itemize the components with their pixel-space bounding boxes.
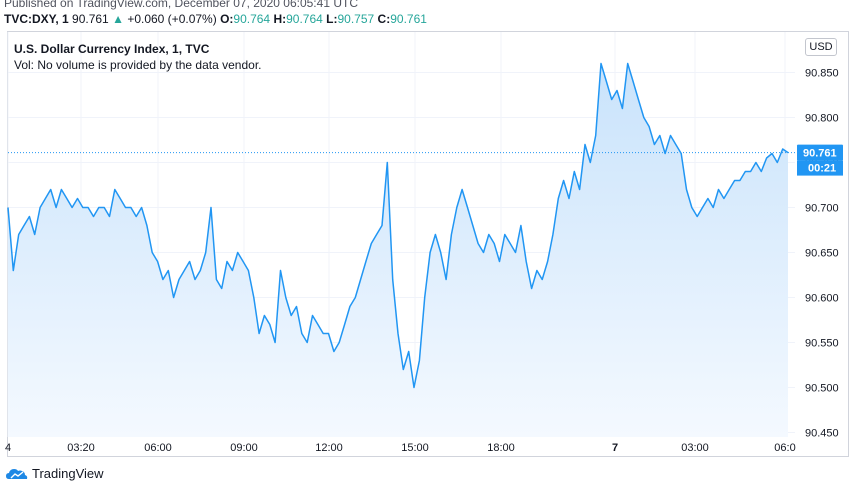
x-tick-label: 06:00 bbox=[144, 442, 172, 454]
x-tick-label: 06:0 bbox=[774, 442, 795, 454]
y-tick-label: 90.450 bbox=[805, 428, 839, 440]
price-area-fill bbox=[8, 63, 788, 437]
x-tick-label: 09:00 bbox=[230, 442, 258, 454]
change-value: +0.060 (+0.07%) bbox=[127, 12, 217, 26]
x-tick-label: 03:20 bbox=[67, 442, 95, 454]
volume-note: Vol: No volume is provided by the data v… bbox=[14, 58, 262, 72]
y-axis: 90.85090.80090.75090.70090.65090.60090.5… bbox=[805, 68, 839, 440]
countdown-badge bbox=[797, 160, 843, 176]
low-label: L: bbox=[326, 12, 338, 26]
high-value: 90.764 bbox=[286, 12, 323, 26]
last-price-badge bbox=[797, 144, 843, 161]
tradingview-logo[interactable]: TradingView bbox=[6, 466, 104, 481]
x-tick-label: 18:00 bbox=[487, 442, 515, 454]
chart-legend-title: U.S. Dollar Currency Index, 1, TVC bbox=[14, 42, 210, 56]
open-label: O: bbox=[220, 12, 234, 26]
symbol-label: TVC:DXY, 1 bbox=[4, 12, 69, 26]
x-axis: 4 03:20 06:00 09:00 12:00 15:00 18:00 7 03:00 06:… bbox=[5, 442, 796, 454]
low-value: 90.757 bbox=[337, 12, 375, 26]
close-label: C: bbox=[377, 12, 391, 26]
y-tick-label: 90.650 bbox=[805, 248, 839, 260]
countdown-label: 00:21 bbox=[808, 163, 836, 175]
tradingview-cloud-icon bbox=[6, 468, 28, 479]
published-caption: Published on TradingView.com, December 0… bbox=[4, 0, 358, 10]
close-value: 90.761 bbox=[390, 12, 427, 26]
high-label: H: bbox=[273, 12, 287, 26]
last-price-badge-label: 90.761 bbox=[803, 148, 837, 160]
tradingview-brand-text: TradingView bbox=[32, 466, 104, 481]
y-tick-label: 90.600 bbox=[805, 293, 839, 305]
price-line bbox=[7, 62, 789, 389]
x-tick-label: 03:00 bbox=[681, 442, 709, 454]
x-tick-label: 4 bbox=[5, 442, 11, 454]
currency-selector[interactable]: USD bbox=[805, 38, 837, 56]
open-value: 90.764 bbox=[233, 12, 271, 26]
last-price: 90.761 bbox=[72, 12, 109, 26]
up-arrow-icon: ▲ bbox=[112, 12, 124, 26]
y-tick-label: 90.850 bbox=[805, 68, 839, 80]
x-tick-label: 15:00 bbox=[401, 442, 429, 454]
y-tick-label: 90.800 bbox=[805, 113, 839, 125]
y-tick-label: 90.550 bbox=[805, 338, 839, 350]
x-tick-label: 7 bbox=[612, 442, 618, 454]
y-tick-label: 90.500 bbox=[805, 383, 839, 395]
symbol-ohlc-line: TVC:DXY, 1 90.761 ▲ +0.060 (+0.07%) O:90… bbox=[4, 12, 427, 26]
x-tick-label: 12:00 bbox=[315, 442, 343, 454]
y-tick-label: 90.700 bbox=[805, 203, 839, 215]
